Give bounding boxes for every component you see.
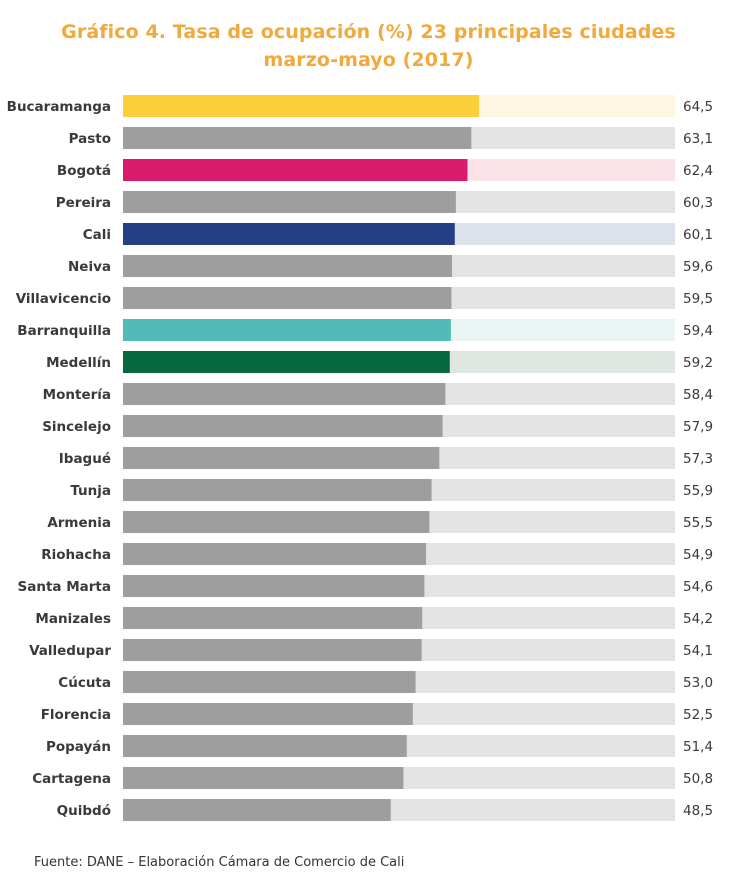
category-label-valledupar: Valledupar	[29, 643, 111, 659]
bar-florencia	[123, 703, 413, 725]
value-label-popayan: 51,4	[683, 739, 713, 755]
category-label-santa-marta: Santa Marta	[18, 579, 111, 595]
category-label-sincelejo: Sincelejo	[42, 419, 111, 435]
value-label-medellin: 59,2	[683, 355, 713, 371]
bar-chart: Bucaramanga 64,5 Pasto 63,1 Bogotá 62,4 Pereir…	[7, 95, 713, 821]
value-label-quibdo: 48,5	[683, 803, 713, 819]
bar-bucaramanga	[123, 95, 480, 117]
category-label-manizales: Manizales	[35, 611, 111, 627]
category-label-armenia: Armenia	[47, 515, 111, 531]
category-label-pereira: Pereira	[56, 195, 111, 211]
source-footnote: Fuente: DANE – Elaboración Cámara de Com…	[34, 855, 405, 870]
category-label-medellin: Medellín	[46, 355, 111, 371]
category-label-monteria: Montería	[43, 387, 111, 403]
value-label-cartagena: 50,8	[683, 771, 713, 787]
category-label-popayan: Popayán	[46, 739, 111, 755]
value-label-pasto: 63,1	[683, 131, 713, 147]
category-label-villavicencio: Villavicencio	[16, 291, 111, 307]
value-label-santa-marta: 54,6	[683, 579, 713, 595]
bar-monteria	[123, 383, 446, 405]
bar-quibdo	[123, 799, 391, 821]
category-label-pasto: Pasto	[69, 131, 111, 147]
bar-medellin	[123, 351, 450, 373]
value-label-riohacha: 54,9	[683, 547, 713, 563]
bar-barranquilla	[123, 319, 451, 341]
bar-cartagena	[123, 767, 404, 789]
bar-manizales	[123, 607, 423, 629]
bar-neiva	[123, 255, 452, 277]
value-label-florencia: 52,5	[683, 707, 713, 723]
category-label-neiva: Neiva	[68, 259, 111, 275]
value-label-pereira: 60,3	[683, 195, 713, 211]
value-label-monteria: 58,4	[683, 387, 713, 403]
bar-bogota	[123, 159, 468, 181]
bar-riohacha	[123, 543, 427, 565]
bar-sincelejo	[123, 415, 443, 437]
bar-villavicencio	[123, 287, 452, 309]
category-label-ibague: Ibagué	[59, 451, 111, 467]
value-label-manizales: 54,2	[683, 611, 713, 627]
bar-santa-marta	[123, 575, 425, 597]
category-label-florencia: Florencia	[41, 707, 111, 723]
category-label-tunja: Tunja	[70, 483, 111, 499]
value-label-ibague: 57,3	[683, 451, 713, 467]
value-label-barranquilla: 59,4	[683, 323, 713, 339]
value-label-bucaramanga: 64,5	[683, 99, 713, 115]
value-label-cucuta: 53,0	[683, 675, 713, 691]
bar-tunja	[123, 479, 432, 501]
value-label-tunja: 55,9	[683, 483, 713, 499]
value-label-valledupar: 54,1	[683, 643, 713, 659]
category-label-cali: Cali	[83, 227, 111, 243]
bar-valledupar	[123, 639, 422, 661]
value-label-armenia: 55,5	[683, 515, 713, 531]
category-label-cartagena: Cartagena	[32, 771, 111, 787]
bar-cucuta	[123, 671, 416, 693]
bar-armenia	[123, 511, 430, 533]
category-label-cucuta: Cúcuta	[58, 675, 111, 691]
bar-popayan	[123, 735, 407, 757]
category-label-barranquilla: Barranquilla	[17, 323, 111, 339]
bar-ibague	[123, 447, 440, 469]
value-label-villavicencio: 59,5	[683, 291, 713, 307]
value-label-cali: 60,1	[683, 227, 713, 243]
category-label-bogota: Bogotá	[57, 163, 111, 179]
value-label-bogota: 62,4	[683, 163, 713, 179]
bar-cali	[123, 223, 455, 245]
bar-pereira	[123, 191, 456, 213]
chart-title-line1: Gráfico 4. Tasa de ocupación (%) 23 prin…	[61, 21, 676, 43]
bar-pasto	[123, 127, 472, 149]
category-label-riohacha: Riohacha	[41, 547, 111, 563]
value-label-sincelejo: 57,9	[683, 419, 713, 435]
category-label-quibdo: Quibdó	[57, 803, 111, 819]
category-label-bucaramanga: Bucaramanga	[7, 99, 111, 115]
value-label-neiva: 59,6	[683, 259, 713, 275]
chart-title-line2: marzo-mayo (2017)	[263, 49, 474, 71]
